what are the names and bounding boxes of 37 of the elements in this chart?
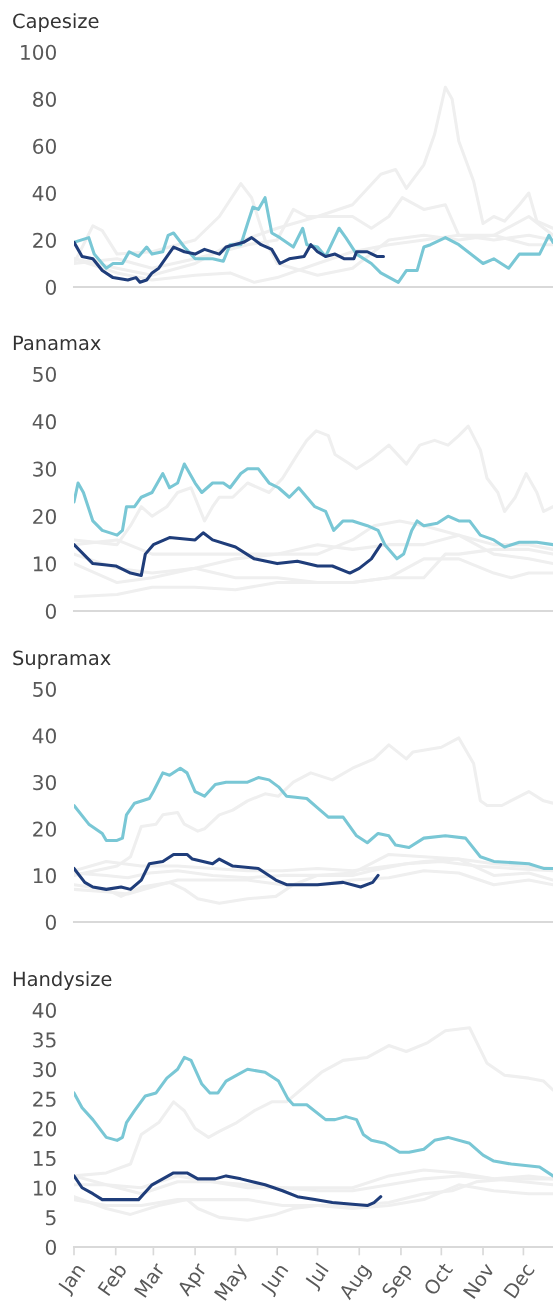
chart-title: Supramax (13, 650, 111, 669)
y-tick-label: 80 (33, 91, 56, 107)
x-tick-label: Jun (259, 1262, 292, 1298)
chart-title: Capesize (13, 13, 99, 32)
y-tick-label: 20 (33, 232, 56, 248)
y-tick-label: 10 (33, 1180, 56, 1196)
y-tick-label: 30 (33, 1061, 56, 1078)
x-tick-label: Jul (303, 1262, 332, 1292)
y-tick-label: 0 (45, 279, 56, 295)
chart-title: Handysize (13, 971, 112, 990)
y-tick-label: 15 (33, 1151, 56, 1167)
y-tick-label: 40 (32, 728, 56, 744)
y-tick-label: 25 (33, 1091, 56, 1107)
x-tick-label: Oct (422, 1261, 454, 1297)
y-tick-label: 0 (45, 914, 56, 930)
y-tick-label: 20 (33, 1121, 56, 1137)
x-tick-label: Feb (97, 1261, 128, 1297)
y-tick-label: 40 (32, 1002, 56, 1018)
y-tick-label: 10 (33, 868, 56, 884)
y-tick-label: 35 (33, 1032, 56, 1048)
y-tick-label: 30 (33, 774, 56, 791)
y-tick-label: 20 (33, 508, 56, 525)
x-tick-label: Jan (56, 1262, 89, 1297)
y-tick-label: 0 (45, 1239, 56, 1255)
y-tick-label: 50 (33, 681, 56, 697)
y-tick-label: 40 (32, 414, 56, 430)
y-tick-label: 30 (33, 461, 56, 477)
y-tick-label: 0 (45, 603, 56, 619)
chart-title: Panamax (13, 335, 101, 351)
y-tick-label: 10 (33, 556, 56, 572)
y-tick-label: 20 (33, 821, 56, 837)
x-tick-label: Sep (380, 1261, 416, 1301)
y-tick-label: 50 (33, 366, 56, 382)
y-tick-label: 100 (21, 44, 56, 60)
y-tick-label: 60 (33, 138, 56, 154)
y-tick-label: 5 (46, 1210, 56, 1226)
y-tick-label: 40 (32, 185, 56, 201)
